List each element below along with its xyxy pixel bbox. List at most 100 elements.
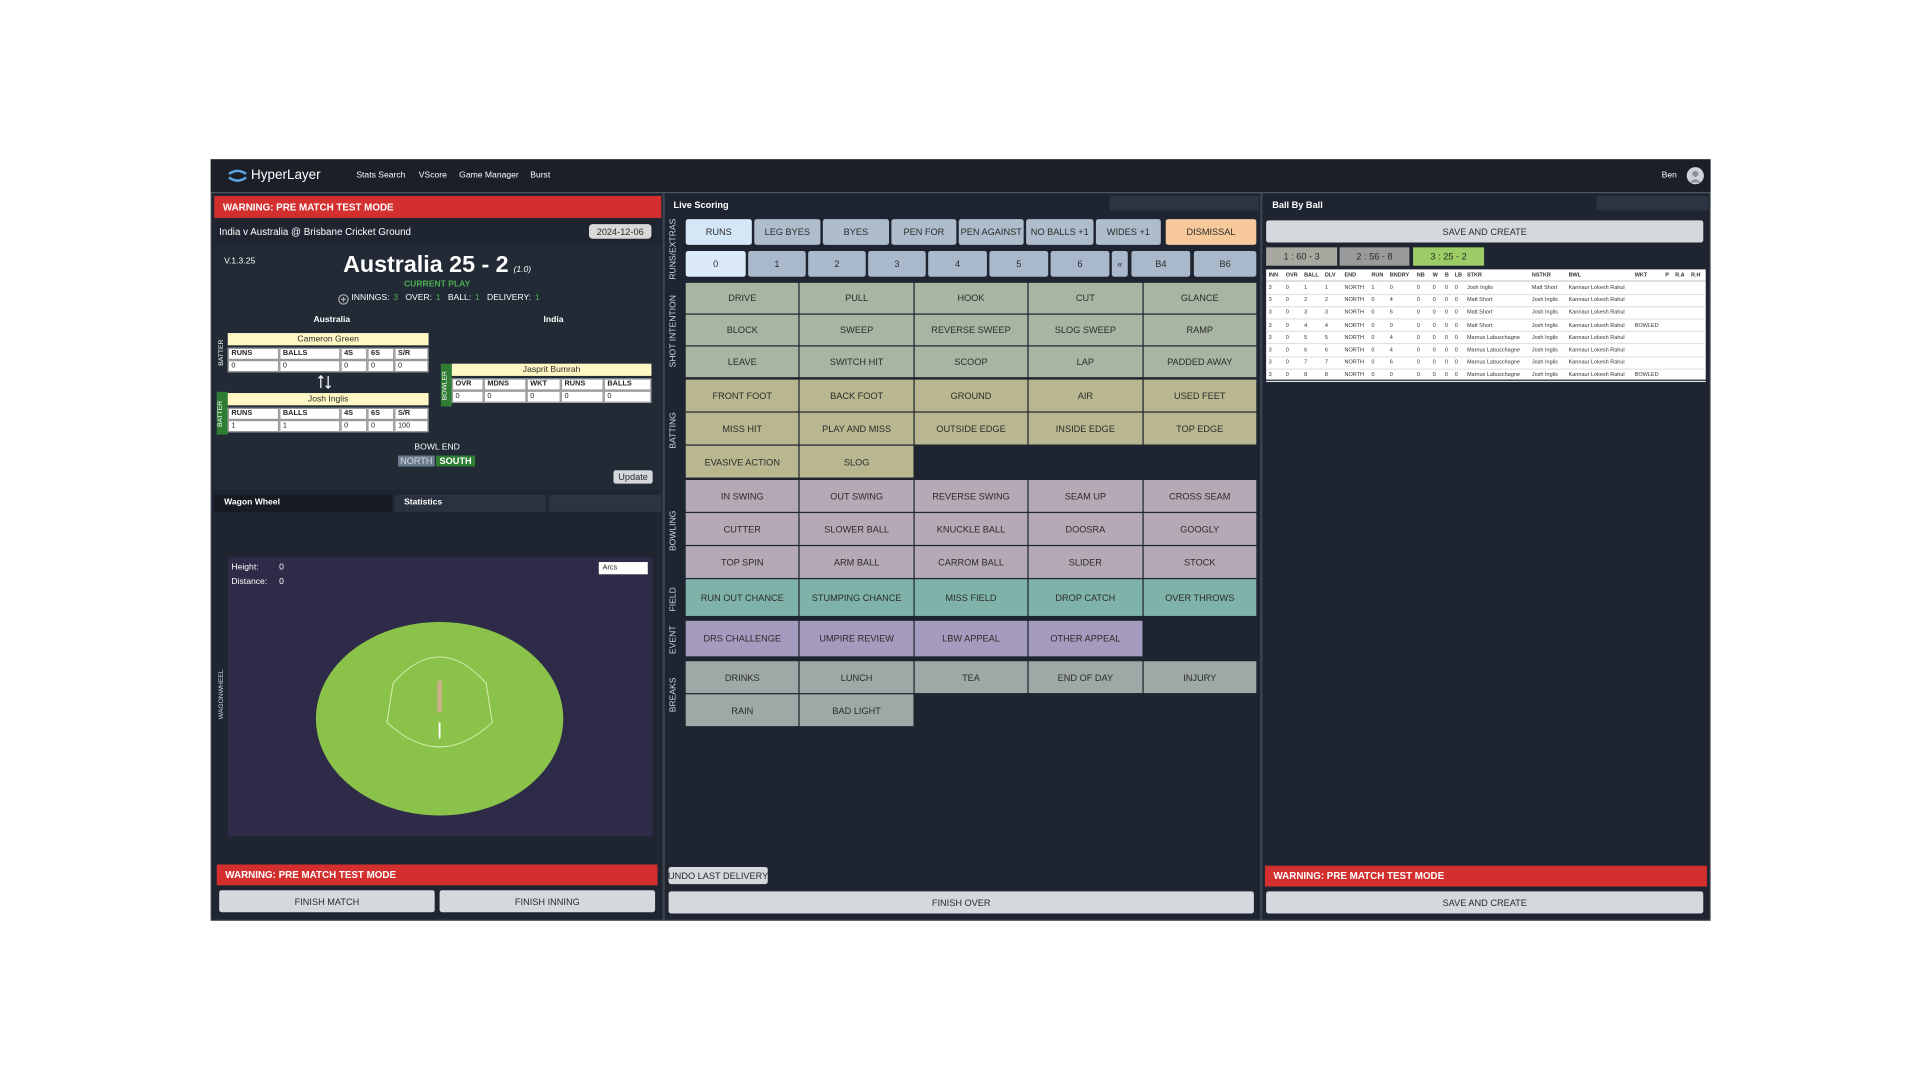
user-avatar[interactable] bbox=[1686, 167, 1704, 185]
action-button[interactable]: DRIVE bbox=[685, 282, 799, 314]
run-button[interactable]: 5 bbox=[989, 251, 1049, 277]
action-button[interactable]: LBW APPEAL bbox=[914, 620, 1028, 657]
action-button[interactable]: DROP CATCH bbox=[1028, 579, 1142, 616]
run-button[interactable]: « bbox=[1111, 251, 1128, 277]
action-button[interactable]: DRINKS bbox=[685, 661, 799, 694]
action-button[interactable]: LAP bbox=[1028, 346, 1142, 378]
extras-button[interactable]: PEN FOR bbox=[891, 219, 957, 245]
run-button[interactable]: B4 bbox=[1131, 251, 1191, 277]
action-button[interactable]: SWEEP bbox=[800, 314, 914, 346]
action-button[interactable]: DOOSRA bbox=[1028, 513, 1142, 545]
action-button[interactable]: EVASIVE ACTION bbox=[685, 445, 799, 478]
action-button[interactable]: PULL bbox=[800, 282, 914, 314]
action-button[interactable]: INSIDE EDGE bbox=[1028, 412, 1142, 445]
player-select[interactable]: Jasprit Bumrah bbox=[451, 363, 652, 376]
action-button[interactable]: SLOWER BALL bbox=[800, 513, 914, 545]
nav-link[interactable]: Burst bbox=[530, 171, 551, 181]
action-button[interactable]: SCOOP bbox=[914, 346, 1028, 378]
over-tab[interactable]: 3 : 25 - 2 bbox=[1413, 247, 1485, 266]
extras-button[interactable]: DISMISSAL bbox=[1165, 219, 1257, 245]
action-button[interactable]: RAMP bbox=[1143, 314, 1257, 346]
action-button[interactable]: SEAM UP bbox=[1028, 480, 1142, 512]
action-button[interactable]: GOOGLY bbox=[1143, 513, 1257, 545]
action-button[interactable]: GLANCE bbox=[1143, 282, 1257, 314]
action-button[interactable]: REVERSE SWEEP bbox=[914, 314, 1028, 346]
over-tab[interactable]: 2 : 56 - 8 bbox=[1339, 247, 1410, 266]
bowl-end-option[interactable]: NORTH bbox=[397, 455, 435, 467]
action-button[interactable]: PADDED AWAY bbox=[1143, 346, 1257, 378]
action-button[interactable]: LUNCH bbox=[800, 661, 914, 694]
action-button[interactable]: CROSS SEAM bbox=[1143, 480, 1257, 512]
undo-button[interactable]: UNDO LAST DELIVERY bbox=[668, 866, 768, 885]
action-button[interactable]: TOP EDGE bbox=[1143, 412, 1257, 445]
finish-over-button[interactable]: FINISH OVER bbox=[668, 891, 1254, 914]
action-button[interactable]: OVER THROWS bbox=[1143, 579, 1257, 616]
over-tab[interactable]: 1 : 60 - 3 bbox=[1266, 247, 1338, 266]
extras-button[interactable]: PEN AGAINST bbox=[958, 219, 1024, 245]
action-button[interactable]: CUT bbox=[1028, 282, 1142, 314]
run-button[interactable]: 4 bbox=[928, 251, 987, 277]
action-button[interactable]: CUTTER bbox=[685, 513, 799, 545]
player-select[interactable]: Josh Inglis bbox=[227, 393, 429, 406]
mode-select[interactable]: Arcs bbox=[598, 562, 648, 575]
action-button[interactable]: RUN OUT CHANCE bbox=[685, 579, 799, 616]
action-button[interactable]: MISS HIT bbox=[685, 412, 799, 445]
action-button[interactable]: REVERSE SWING bbox=[914, 480, 1028, 512]
action-button[interactable]: IN SWING bbox=[685, 480, 799, 512]
player-select[interactable]: Cameron Green bbox=[227, 333, 429, 346]
action-button[interactable]: TEA bbox=[914, 661, 1028, 694]
action-button[interactable]: MISS FIELD bbox=[914, 579, 1028, 616]
finish-button[interactable]: FINISH MATCH bbox=[219, 890, 435, 913]
add-icon[interactable] bbox=[338, 294, 349, 305]
action-button[interactable]: OTHER APPEAL bbox=[1028, 620, 1142, 657]
action-button[interactable]: BLOCK bbox=[685, 314, 799, 346]
action-button[interactable]: OUTSIDE EDGE bbox=[914, 412, 1028, 445]
save-button[interactable]: SAVE AND CREATE bbox=[1266, 891, 1704, 914]
action-button[interactable]: BAD LIGHT bbox=[800, 694, 914, 727]
extras-button[interactable]: RUNS bbox=[685, 219, 752, 245]
action-button[interactable]: END OF DAY bbox=[1028, 661, 1142, 694]
extras-button[interactable]: LEG BYES bbox=[754, 219, 821, 245]
bowl-end-option[interactable]: SOUTH bbox=[435, 455, 476, 467]
field-diagram[interactable] bbox=[228, 557, 653, 836]
extras-button[interactable]: NO BALLS +1 bbox=[1026, 219, 1094, 245]
action-button[interactable]: STOCK bbox=[1143, 546, 1257, 578]
extras-button[interactable]: BYES bbox=[822, 219, 889, 245]
run-button[interactable]: 1 bbox=[748, 251, 806, 277]
action-button[interactable]: LEAVE bbox=[685, 346, 799, 378]
action-button[interactable]: SLOG SWEEP bbox=[1028, 314, 1142, 346]
action-button[interactable]: SLOG bbox=[800, 445, 914, 478]
extras-button[interactable]: WIDES +1 bbox=[1095, 219, 1161, 245]
action-button[interactable]: TOP SPIN bbox=[685, 546, 799, 578]
action-button[interactable]: ARM BALL bbox=[800, 546, 914, 578]
finish-button[interactable]: FINISH INNING bbox=[439, 890, 656, 913]
action-button[interactable]: RAIN bbox=[685, 694, 799, 727]
action-button[interactable]: SLIDER bbox=[1028, 546, 1142, 578]
run-button[interactable]: 0 bbox=[685, 251, 746, 277]
tab[interactable]: Statistics bbox=[394, 494, 547, 512]
action-button[interactable]: SWITCH HIT bbox=[800, 346, 914, 378]
run-button[interactable]: 6 bbox=[1050, 251, 1110, 277]
run-button[interactable]: B6 bbox=[1193, 251, 1257, 277]
nav-link[interactable]: Stats Search bbox=[356, 171, 406, 181]
update-button[interactable]: Update bbox=[613, 470, 653, 484]
run-button[interactable]: 2 bbox=[808, 251, 866, 277]
action-button[interactable]: AIR bbox=[1028, 379, 1142, 412]
swap-icon[interactable] bbox=[317, 375, 332, 390]
action-button[interactable]: KNUCKLE BALL bbox=[914, 513, 1028, 545]
nav-link[interactable]: VScore bbox=[418, 171, 447, 181]
action-button[interactable]: BACK FOOT bbox=[800, 379, 914, 412]
action-button[interactable]: DRS CHALLENGE bbox=[685, 620, 799, 657]
action-button[interactable]: OUT SWING bbox=[800, 480, 914, 512]
save-button[interactable]: SAVE AND CREATE bbox=[1266, 220, 1704, 243]
run-button[interactable]: 3 bbox=[868, 251, 926, 277]
nav-link[interactable]: Game Manager bbox=[459, 171, 519, 181]
action-button[interactable]: FRONT FOOT bbox=[685, 379, 799, 412]
tab[interactable]: Wagon Wheel bbox=[214, 494, 392, 512]
action-button[interactable]: PLAY AND MISS bbox=[800, 412, 914, 445]
action-button[interactable]: UMPIRE REVIEW bbox=[800, 620, 914, 657]
action-button[interactable]: USED FEET bbox=[1143, 379, 1257, 412]
action-button[interactable]: CARROM BALL bbox=[914, 546, 1028, 578]
action-button[interactable]: STUMPING CHANCE bbox=[800, 579, 914, 616]
action-button[interactable]: INJURY bbox=[1143, 661, 1257, 694]
